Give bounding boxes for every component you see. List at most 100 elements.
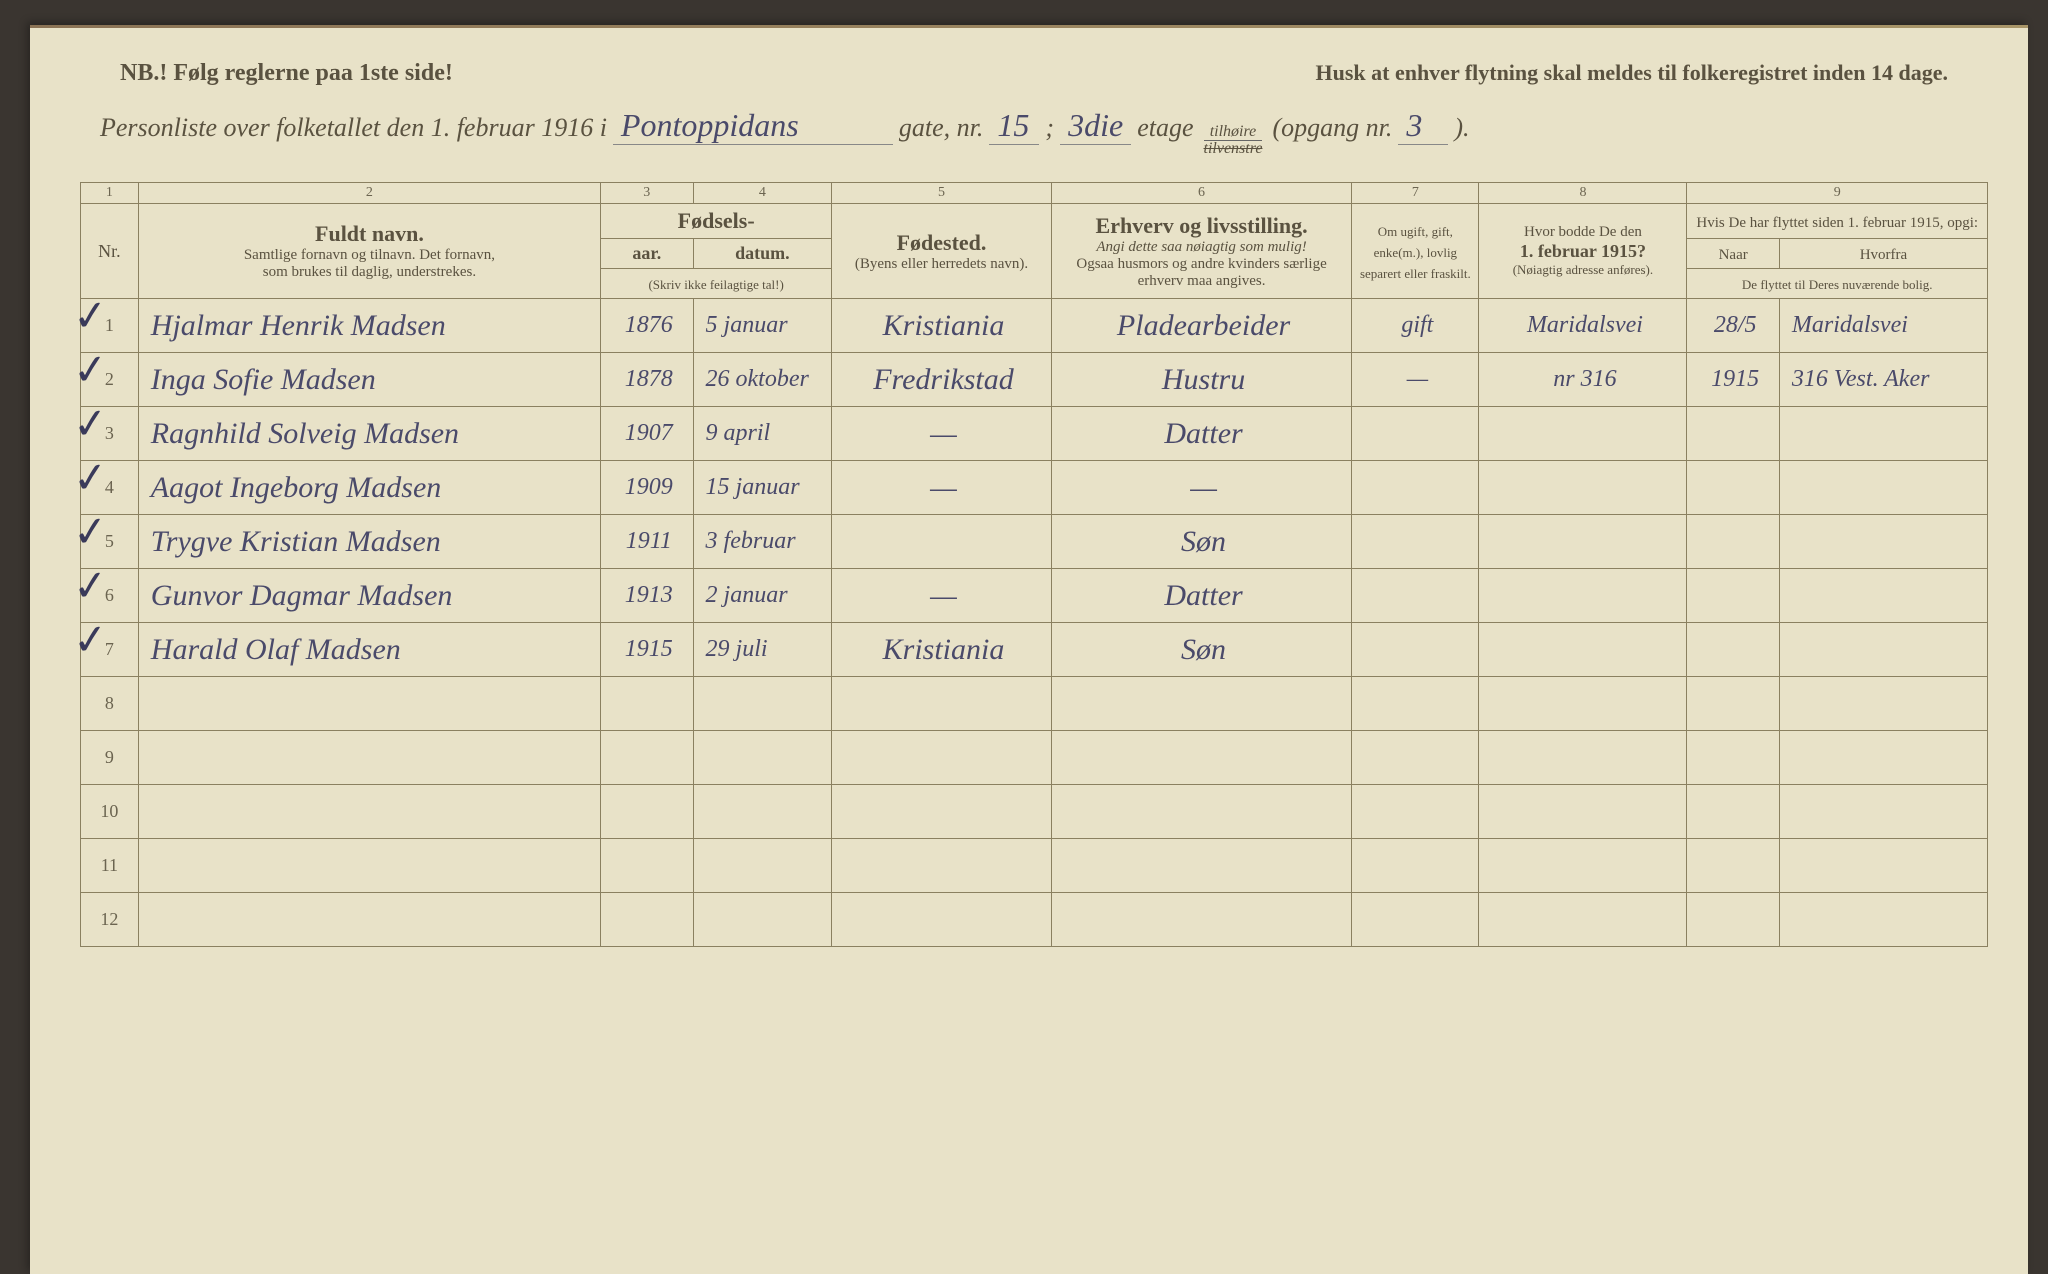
row-marital: — <box>1352 353 1479 407</box>
street-name: Pontoppidans <box>613 107 893 145</box>
header-erhverv-sub1: Angi dette saa nøiagtig som mulig! <box>1058 239 1345 256</box>
row-addr1915 <box>1479 515 1687 569</box>
table-row: 8 <box>81 677 1988 731</box>
row-addr1915: nr 316 <box>1479 353 1687 407</box>
gate-nr: 15 <box>989 107 1039 145</box>
header-fodsels: Fødsels- <box>601 204 832 239</box>
row-date: 2 januar <box>693 569 832 623</box>
row-birthplace: Kristiania <box>832 299 1052 353</box>
row-name <box>138 839 600 893</box>
row-year: 1911 <box>601 515 693 569</box>
header-aar: aar. <box>601 239 693 269</box>
row-marital <box>1352 893 1479 947</box>
row-nr: 10 <box>81 785 139 839</box>
row-date <box>693 785 832 839</box>
header-erhverv-main: Erhverv og livsstilling. <box>1058 213 1345 239</box>
row-birthplace <box>832 839 1052 893</box>
header-top: NB.! Følg reglerne paa 1ste side! Husk a… <box>80 60 1988 87</box>
gate-label: gate, nr. <box>899 113 984 143</box>
row-year <box>601 785 693 839</box>
header-erhverv-sub2: Ogsaa husmors og andre kvinders særlige … <box>1058 256 1345 290</box>
row-moved-from: 316 Vest. Aker <box>1779 353 1987 407</box>
header-fodested: Fødested. (Byens eller herredets navn). <box>832 204 1052 299</box>
header-addr1915-1: Hvor bodde De den <box>1485 224 1680 241</box>
row-name: Trygve Kristian Madsen <box>138 515 600 569</box>
subtitle-row: Personliste over folketallet den 1. febr… <box>80 107 1988 157</box>
row-marital: gift <box>1352 299 1479 353</box>
row-moved-from <box>1779 785 1987 839</box>
header-addr1915: Hvor bodde De den 1. februar 1915? (Nøia… <box>1479 204 1687 299</box>
subtitle-prefix: Personliste over folketallet den 1. febr… <box>100 113 607 143</box>
row-moved-when <box>1687 515 1779 569</box>
row-moved-when <box>1687 407 1779 461</box>
row-addr1915 <box>1479 785 1687 839</box>
row-year: 1913 <box>601 569 693 623</box>
table-row: ✓3Ragnhild Solveig Madsen19079 april—Dat… <box>81 407 1988 461</box>
row-moved-when <box>1687 731 1779 785</box>
table-row: ✓5Trygve Kristian Madsen19113 februarSøn <box>81 515 1988 569</box>
header-fodested-sub: (Byens eller herredets navn). <box>838 256 1045 273</box>
row-marital <box>1352 407 1479 461</box>
row-birthplace: — <box>832 461 1052 515</box>
table-row: 10 <box>81 785 1988 839</box>
row-occupation: Hustru <box>1051 353 1351 407</box>
row-occupation: Søn <box>1051 515 1351 569</box>
nb-warning: NB.! Følg reglerne paa 1ste side! <box>120 60 453 87</box>
row-moved-when <box>1687 569 1779 623</box>
tilvenstre: tilvenstre <box>1204 141 1263 157</box>
row-addr1915 <box>1479 407 1687 461</box>
row-year <box>601 677 693 731</box>
table-row: ✓2Inga Sofie Madsen187826 oktoberFredrik… <box>81 353 1988 407</box>
row-name <box>138 677 600 731</box>
header-nr: Nr. <box>81 204 139 299</box>
close-paren: ). <box>1454 113 1469 143</box>
row-occupation: Datter <box>1051 407 1351 461</box>
header-moved: Hvis De har flyttet siden 1. februar 191… <box>1687 204 1988 239</box>
header-erhverv: Erhverv og livsstilling. Angi dette saa … <box>1051 204 1351 299</box>
etage-label: etage <box>1137 113 1193 143</box>
row-occupation: — <box>1051 461 1351 515</box>
row-occupation <box>1051 839 1351 893</box>
row-nr: 12 <box>81 893 139 947</box>
row-birthplace <box>832 677 1052 731</box>
colnum-8: 8 <box>1479 183 1687 204</box>
header-hvorfra: Hvorfra <box>1779 239 1987 269</box>
row-nr: ✓5 <box>81 515 139 569</box>
row-date: 15 januar <box>693 461 832 515</box>
checkmark-icon: ✓ <box>72 576 109 600</box>
row-nr: 11 <box>81 839 139 893</box>
row-moved-when <box>1687 839 1779 893</box>
header-skriv-ikke: (Skriv ikke feilagtige tal!) <box>601 269 832 299</box>
row-name: Ragnhild Solveig Madsen <box>138 407 600 461</box>
colnum-2: 2 <box>138 183 600 204</box>
row-marital <box>1352 623 1479 677</box>
row-birthplace <box>832 515 1052 569</box>
husk-reminder: Husk at enhver flytning skal meldes til … <box>1315 60 1948 86</box>
colnum-4: 4 <box>693 183 832 204</box>
row-addr1915 <box>1479 893 1687 947</box>
row-moved-from <box>1779 515 1987 569</box>
row-occupation <box>1051 677 1351 731</box>
row-name: Aagot Ingeborg Madsen <box>138 461 600 515</box>
row-nr: ✓7 <box>81 623 139 677</box>
tilhoire: tilhøire <box>1210 124 1257 140</box>
header-name: Fuldt navn. Samtlige fornavn og tilnavn.… <box>138 204 600 299</box>
row-moved-from <box>1779 407 1987 461</box>
row-marital <box>1352 731 1479 785</box>
row-moved-when <box>1687 623 1779 677</box>
row-occupation: Søn <box>1051 623 1351 677</box>
colnum-7: 7 <box>1352 183 1479 204</box>
table-row: 9 <box>81 731 1988 785</box>
row-year: 1876 <box>601 299 693 353</box>
row-birthplace: Kristiania <box>832 623 1052 677</box>
table-row: ✓6Gunvor Dagmar Madsen19132 januar—Datte… <box>81 569 1988 623</box>
row-addr1915 <box>1479 623 1687 677</box>
table-row: 11 <box>81 839 1988 893</box>
checkmark-icon: ✓ <box>72 360 109 384</box>
header-datum: datum. <box>693 239 832 269</box>
row-birthplace <box>832 731 1052 785</box>
etage-nr: 3die <box>1060 107 1131 145</box>
row-moved-when <box>1687 785 1779 839</box>
row-moved-when <box>1687 461 1779 515</box>
row-date <box>693 893 832 947</box>
